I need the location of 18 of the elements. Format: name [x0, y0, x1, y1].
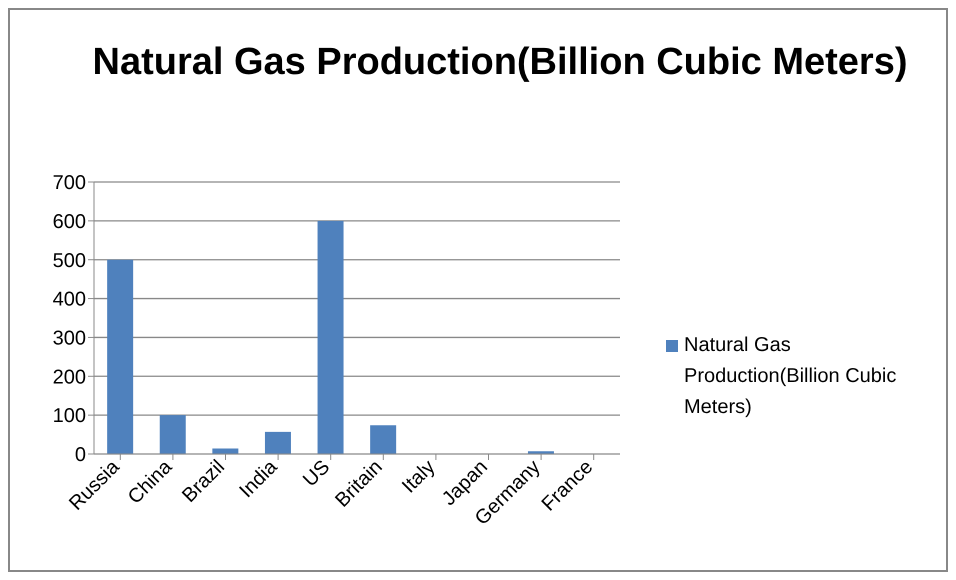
y-tick-label: 500 — [52, 250, 86, 272]
y-tick-label: 200 — [52, 366, 86, 388]
bar — [318, 220, 344, 454]
y-tick-label: 0 — [74, 444, 86, 466]
y-tick-label: 100 — [52, 405, 86, 428]
chart-title: Natural Gas Production(Billion Cubic Meters) — [92, 40, 908, 85]
y-tick-label: 400 — [52, 288, 86, 311]
y-tick-label: 300 — [52, 328, 86, 350]
bar — [107, 260, 134, 454]
bar — [370, 425, 396, 454]
x-tick-label: Italy — [398, 456, 440, 498]
legend-label: Natural Gas Production(Billion Cubic Meters) — [684, 333, 898, 420]
bar — [160, 415, 186, 454]
y-tick-label: 600 — [52, 210, 86, 233]
y-tick-label: 700 — [52, 172, 86, 194]
bar — [212, 448, 238, 454]
bar — [264, 432, 291, 454]
x-tick-label: US — [299, 456, 334, 492]
